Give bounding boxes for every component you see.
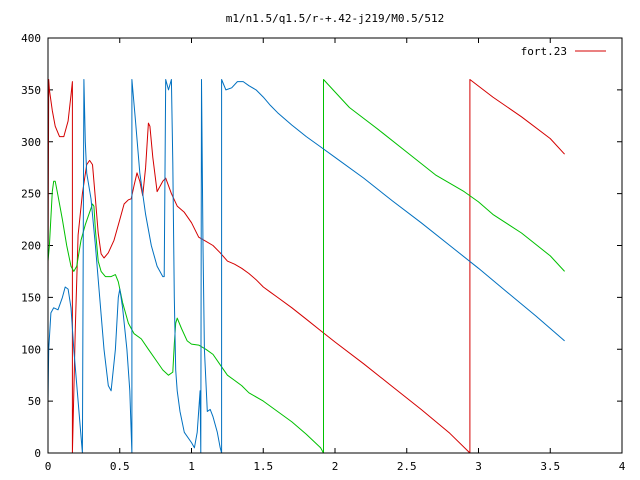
x-tick-label: 2.5 — [397, 460, 417, 473]
x-tick-label: 4 — [619, 460, 626, 473]
legend: fort.23 — [521, 45, 606, 58]
series-line-3 — [47, 79, 565, 454]
y-tick-label: 400 — [21, 32, 41, 45]
y-axis-ticks: 0 50 100 150 200 250 300 350 400 — [21, 32, 622, 460]
x-tick-label: 0 — [45, 460, 52, 473]
x-tick-label: 1.5 — [253, 460, 273, 473]
series-group — [47, 79, 565, 454]
y-tick-label: 350 — [21, 84, 41, 97]
x-tick-label: 3 — [475, 460, 482, 473]
x-tick-label: 0.5 — [110, 460, 130, 473]
y-tick-label: 0 — [34, 447, 41, 460]
y-tick-label: 150 — [21, 291, 41, 304]
y-tick-label: 250 — [21, 188, 41, 201]
x-tick-label: 2 — [332, 460, 339, 473]
x-axis-ticks: 0 0.5 1 1.5 2 2.5 3 3.5 4 — [45, 38, 626, 473]
y-tick-label: 100 — [21, 343, 41, 356]
legend-label: fort.23 — [521, 45, 567, 58]
plot-frame — [47, 37, 623, 454]
chart-title: m1/n1.5/q1.5/r-+.42-j219/M0.5/512 — [226, 12, 445, 25]
y-tick-label: 200 — [21, 240, 41, 253]
x-tick-label: 1 — [188, 460, 195, 473]
series-line-1 — [47, 79, 565, 454]
x-tick-label: 3.5 — [540, 460, 560, 473]
series-line-2 — [47, 79, 565, 454]
y-tick-label: 300 — [21, 136, 41, 149]
y-tick-label: 50 — [28, 395, 41, 408]
